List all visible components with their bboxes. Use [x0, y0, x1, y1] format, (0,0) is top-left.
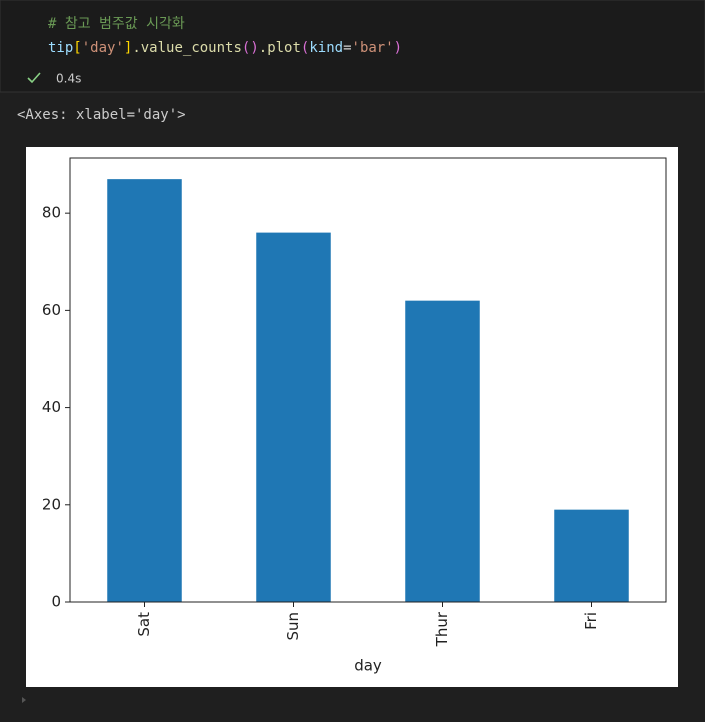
code-token: 'day'	[82, 40, 124, 56]
code-token: (	[301, 40, 309, 56]
y-tick-label: 60	[42, 301, 61, 319]
code-token: kind	[309, 40, 343, 56]
code-line: tip['day'].value_counts().plot(kind='bar…	[48, 40, 402, 56]
code-token: 'bar'	[352, 40, 394, 56]
code-token: tip	[48, 40, 73, 56]
y-tick-label: 20	[42, 495, 61, 513]
axes: Sat Sun Thur Fri 0 20 40 60 80 day	[42, 157, 667, 675]
code-token: .plot	[259, 40, 301, 56]
code-cell	[0, 0, 705, 93]
y-tick-label: 40	[42, 398, 61, 416]
code-token: )	[394, 40, 402, 56]
output-text: <Axes: xlabel='day'>	[17, 107, 186, 123]
code-token: ()	[242, 40, 259, 56]
x-tick-label: Sun	[284, 612, 302, 641]
y-tick-label: 0	[51, 593, 61, 611]
bar	[107, 179, 182, 602]
y-tick-label: 80	[42, 204, 61, 222]
axes-frame	[69, 157, 667, 603]
x-tick-label: Fri	[582, 612, 600, 630]
success-check	[27, 72, 41, 84]
code-token: =	[343, 40, 351, 56]
x-axis-label: day	[354, 657, 382, 675]
code-token: ]	[124, 40, 132, 56]
code-token: .value_counts	[132, 40, 242, 56]
code-comment: # 참고 범주값 시각화	[48, 16, 185, 32]
code-token: [	[73, 40, 81, 56]
scroll-arrow	[22, 697, 26, 703]
bar	[405, 300, 480, 602]
exec-time: 0.4s	[56, 72, 81, 86]
bar	[256, 232, 331, 603]
bar	[554, 509, 629, 602]
x-tick-label: Thur	[433, 611, 451, 647]
x-tick-label: Sat	[135, 612, 153, 637]
